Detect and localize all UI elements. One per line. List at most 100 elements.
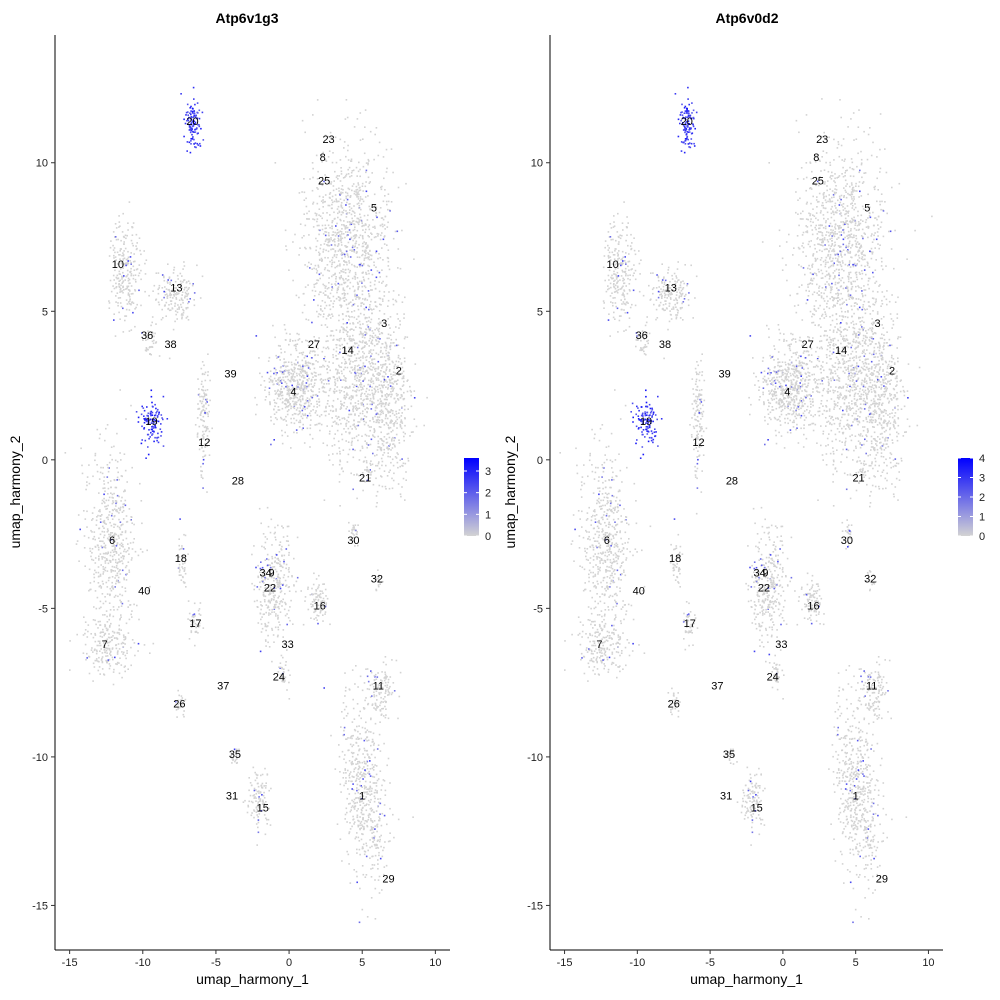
umap-point [123,578,125,581]
umap-point [376,407,378,409]
umap-point [358,236,360,239]
umap-point [116,467,118,469]
umap-point [193,619,195,622]
umap-point [118,311,120,314]
umap-point [389,346,391,348]
umap-point [367,158,370,161]
umap-point [181,697,184,699]
umap-point [361,236,364,238]
umap-point [372,393,375,396]
umap-point [376,216,378,219]
umap-point [128,569,130,572]
umap-point [382,200,385,203]
umap-point [335,368,337,371]
umap-point [381,217,384,219]
umap-point [313,608,316,610]
umap-point [115,259,117,261]
umap-point [387,452,389,454]
umap-point [327,340,329,342]
umap-point [396,452,398,454]
umap-point [352,752,355,754]
umap-point [334,420,336,423]
umap-point [202,420,205,422]
umap-point [284,680,286,682]
umap-point [318,337,320,339]
umap-point [69,669,71,671]
umap-point [390,373,392,376]
umap-point [110,636,113,638]
umap-point [383,224,386,226]
umap-point [336,208,339,210]
umap-point [182,581,185,583]
umap-point [386,408,388,411]
umap-point [345,298,348,301]
umap-point [311,321,313,324]
umap-point [97,627,99,629]
umap-point [283,676,285,678]
umap-point [353,419,355,422]
umap-point [328,204,331,207]
umap-point [130,613,132,616]
umap-point [253,600,256,603]
umap-point [122,265,125,267]
umap-point [361,445,364,448]
umap-point [341,438,344,441]
umap-point [366,803,368,805]
umap-point [291,388,293,390]
umap-point [201,410,203,412]
umap-point [103,642,105,644]
umap-point [109,594,111,597]
umap-point [294,376,296,378]
umap-point [112,540,114,543]
umap-point [305,318,307,321]
umap-point [348,832,350,835]
umap-point [367,270,370,272]
umap-point [266,506,269,509]
umap-point [108,514,110,516]
umap-point [380,349,382,352]
umap-point [273,532,276,535]
umap-point [344,245,346,247]
umap-point [365,328,368,331]
umap-point [393,414,396,416]
umap-point [369,429,371,432]
umap-point [381,367,383,369]
umap-point [363,241,365,243]
umap-point [268,592,271,594]
umap-point [128,201,131,203]
umap-point [290,376,293,379]
umap-point [118,283,120,285]
umap-point [196,623,198,626]
umap-point [273,566,276,568]
umap-point [319,277,321,280]
umap-point [319,607,322,610]
umap-point [375,477,377,480]
umap-point [358,333,361,336]
umap-point [325,317,328,320]
umap-point [121,586,124,588]
umap-point [120,664,123,666]
umap-point [107,628,109,631]
umap-point [365,763,367,765]
umap-point [354,365,356,367]
umap-point [362,813,365,816]
umap-point [372,380,374,382]
umap-point [78,560,80,562]
umap-point [126,275,128,277]
umap-point [363,251,366,253]
umap-point [356,371,359,374]
umap-point [108,649,111,651]
umap-point [287,669,290,672]
umap-point [167,308,169,310]
umap-point [296,432,298,434]
umap-point [369,380,372,382]
umap-point [184,572,187,575]
umap-point [367,162,369,164]
umap-point [104,544,107,547]
umap-point [328,366,330,368]
umap-point [102,583,104,585]
umap-point [99,650,101,652]
umap-point [93,666,96,668]
umap-point [175,709,178,711]
umap-point [92,680,94,682]
